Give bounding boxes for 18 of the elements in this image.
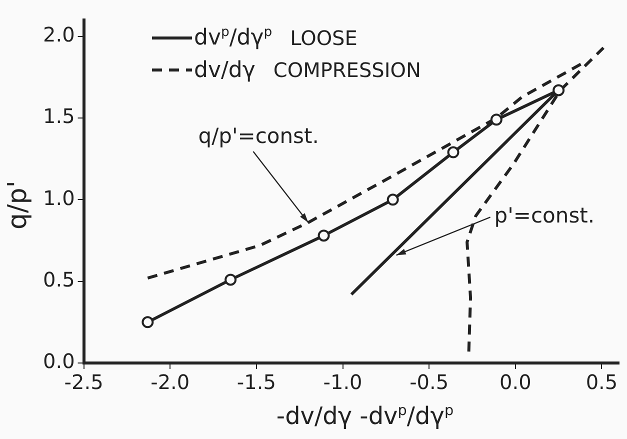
y-tick-label: 1.0 [42, 186, 75, 210]
annotation: p'=const. [494, 204, 595, 228]
x-tick-label: -2.0 [150, 370, 190, 394]
legend-label: dv$^{p}$/dγ$^{p}$ [194, 25, 272, 51]
x-axis-title: -dv/dγ -dv$^{p}$/dγ$^{p}$ [275, 402, 455, 430]
x-tick-label: -0.5 [410, 370, 449, 394]
y-tick-label: 0.5 [42, 268, 75, 292]
x-tick-label: -1.0 [323, 370, 362, 394]
x-tick-label: -1.5 [236, 370, 276, 394]
legend-label: dv/dγ [194, 58, 256, 82]
annotation: LOOSE [290, 26, 358, 50]
x-tick-label: 0.0 [500, 370, 532, 394]
y-axis-title: q/p' [3, 180, 33, 232]
y-tick-label: 1.5 [42, 104, 75, 128]
annotation: q/p'=const. [198, 124, 319, 148]
annotation: COMPRESSION [273, 58, 421, 82]
x-tick-label: 0.5 [586, 370, 618, 394]
y-tick-label: 2.0 [42, 22, 75, 47]
